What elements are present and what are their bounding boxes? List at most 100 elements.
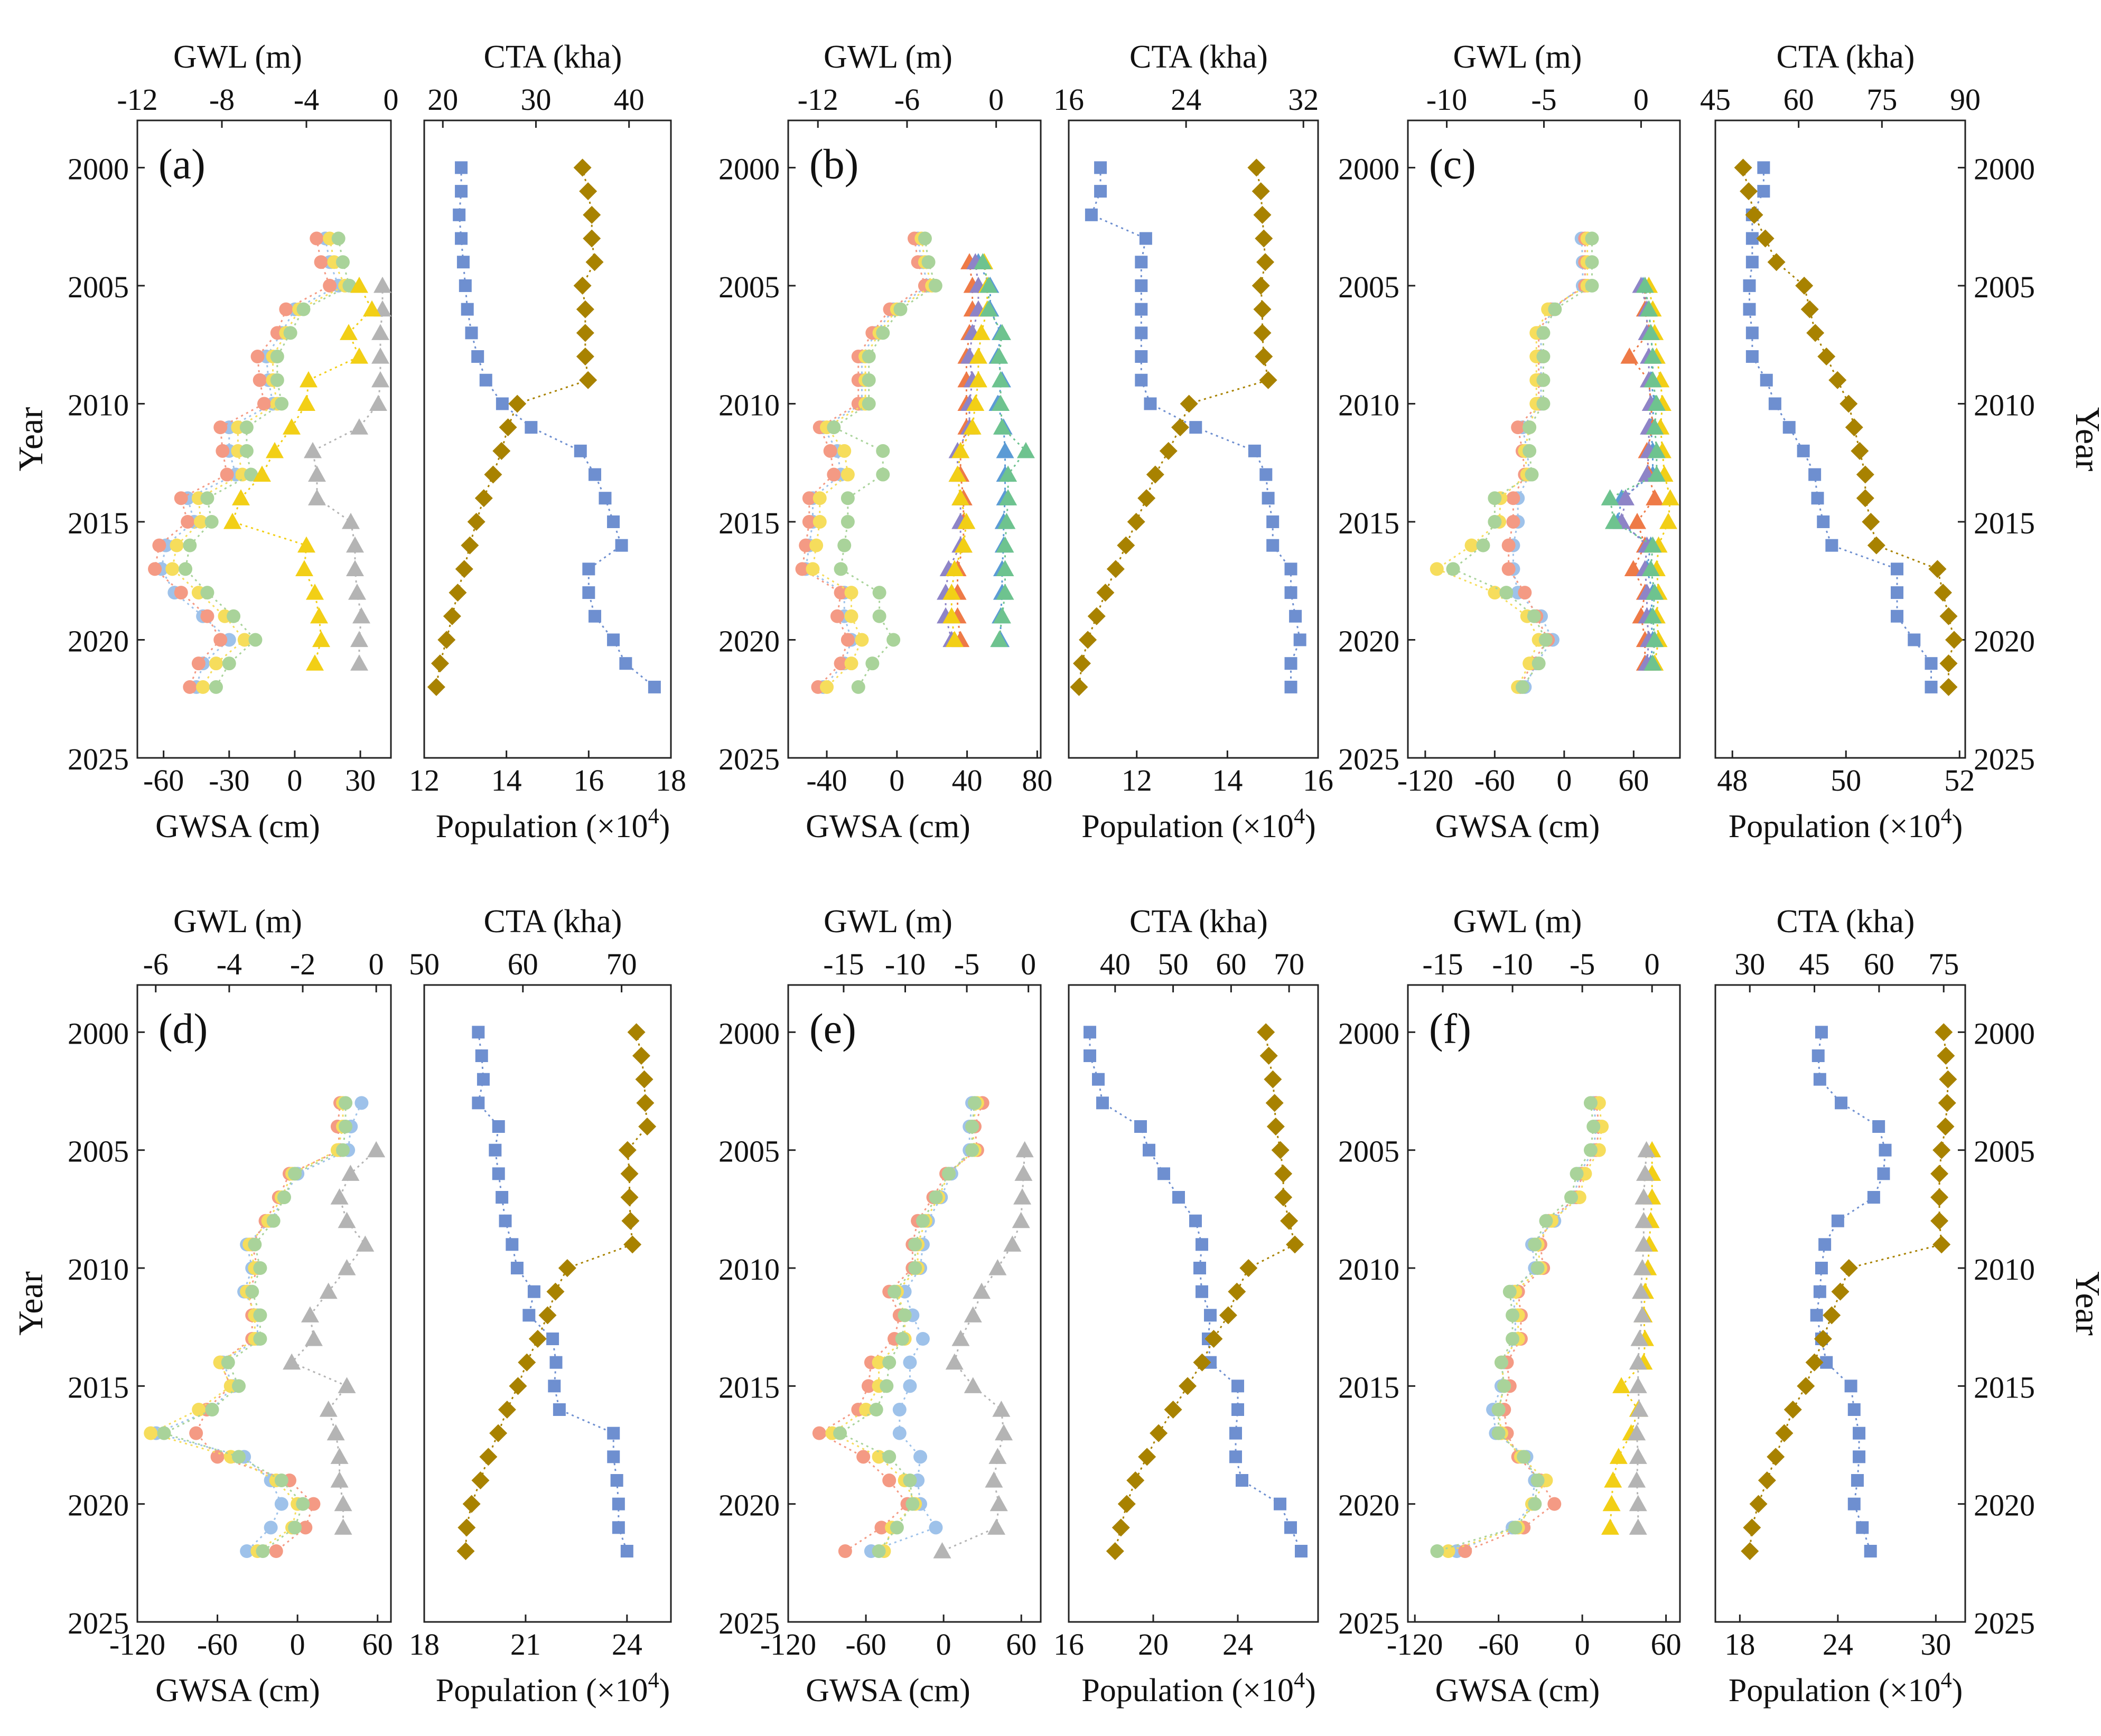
gwl-axis-title: GWL (m) [173, 39, 302, 75]
gwl-point [1641, 560, 1660, 576]
cta-point [479, 1448, 498, 1466]
population-axis-title-text: Population (×10 [1081, 1673, 1294, 1709]
gwsa-tick-label: 30 [345, 763, 376, 797]
gwsa-point [1494, 1355, 1508, 1369]
gwsa-line-blue [160, 238, 340, 688]
gwl-tick-label: 0 [1645, 947, 1660, 981]
cta-point [457, 1518, 476, 1537]
gwsa-point [209, 656, 223, 671]
gwsa-point [1583, 1143, 1598, 1157]
population-point [1818, 1238, 1832, 1251]
gwsa-tick-label: -60 [845, 1627, 886, 1662]
gwsa-point [1583, 1096, 1598, 1110]
gwl-point [295, 560, 313, 576]
population-point [1229, 1427, 1242, 1440]
gwl-line-grey [290, 1149, 377, 1528]
cta-point [1758, 1471, 1776, 1489]
cta-point [1862, 512, 1880, 531]
population-point [1856, 1521, 1869, 1534]
gwsa-point [269, 1544, 283, 1558]
gwsa-axis-title: GWSA (cm) [1435, 1673, 1600, 1709]
year-tick-label: 2025 [1338, 1606, 1399, 1640]
population-point [455, 232, 468, 245]
cta-point [1256, 253, 1275, 271]
gwsa-line-blue [153, 1102, 362, 1552]
cta-point [579, 371, 597, 389]
gwsa-tick-label: -120 [109, 1627, 165, 1662]
gwsa-point [834, 656, 848, 671]
gwsa-tick-label: 60 [1006, 1627, 1037, 1662]
gwl-point [371, 371, 389, 388]
gwl-point [1644, 607, 1662, 624]
year-tick-label: 2010 [718, 388, 780, 422]
gwl-tick-label: -15 [1422, 947, 1463, 981]
right-plot-frame [1714, 119, 1966, 759]
gwsa-point [220, 467, 234, 482]
gwl-point [1629, 1495, 1647, 1512]
gwsa-line-green [838, 1103, 976, 1552]
cta-point [1743, 1518, 1761, 1537]
gwl-point [1636, 276, 1654, 293]
gwsa-point [181, 514, 195, 529]
gwsa-point [339, 1120, 353, 1133]
cta-point [1756, 229, 1775, 248]
gwsa-point [1564, 1190, 1578, 1204]
population-point [1295, 1545, 1308, 1557]
year-tick-label-right: 2005 [1974, 1134, 2035, 1169]
gwl-point [371, 324, 389, 340]
year-tick-label: 2020 [718, 1488, 780, 1523]
gwl-point [1602, 1495, 1621, 1512]
population-line [458, 167, 655, 688]
gwsa-point [144, 1426, 158, 1440]
cta-point [1171, 418, 1190, 437]
cta-point [1934, 584, 1952, 602]
gwl-point [1635, 1188, 1653, 1205]
gwl-point [253, 465, 271, 482]
gwl-point [945, 560, 964, 576]
population-point [1231, 1380, 1244, 1393]
gwsa-point [812, 1426, 826, 1440]
population-point [525, 421, 538, 434]
cta-tick-label: 70 [606, 947, 637, 981]
cta-point [1253, 324, 1272, 342]
gwsa-point [874, 1521, 889, 1535]
population-point [1872, 1120, 1885, 1133]
population-point [1193, 1262, 1206, 1274]
cta-point [1204, 1330, 1223, 1348]
gwsa-point [1538, 633, 1553, 647]
gwsa-point [1506, 1308, 1520, 1322]
gwsa-point [191, 656, 206, 671]
gwl-point [1647, 465, 1666, 482]
gwsa-point [841, 514, 855, 529]
year-tick-label-right: 2015 [1974, 1370, 2035, 1404]
gwsa-point [1501, 562, 1516, 576]
gwsa-tick-label: -60 [143, 763, 184, 797]
gwl-tick-label: 0 [369, 947, 384, 981]
year-tick-label-right: 2000 [1974, 152, 2035, 186]
gwsa-point [1464, 538, 1479, 552]
gwl-point [1632, 1282, 1650, 1299]
population-point [1248, 444, 1261, 457]
gwl-point [992, 395, 1010, 411]
gwsa-point [844, 656, 858, 671]
gwsa-point [827, 467, 841, 482]
gwl-point [1646, 631, 1664, 648]
gwl-point [987, 1518, 1006, 1535]
gwsa-point [148, 562, 162, 576]
gwl-point [999, 489, 1017, 505]
gwsa-point [216, 444, 230, 458]
population-point [1825, 539, 1838, 552]
gwl-point [1601, 489, 1619, 505]
gwl-point [1630, 1330, 1649, 1346]
gwsa-point [192, 1403, 206, 1416]
gwsa-tick-label: 40 [952, 763, 983, 797]
gwsa-tick-label: 0 [936, 1627, 951, 1662]
gwsa-point [288, 1521, 302, 1535]
population-point [1743, 303, 1756, 316]
cta-point [1264, 1070, 1282, 1088]
gwsa-point [1530, 1261, 1545, 1275]
year-tick-label: 2010 [68, 1252, 129, 1287]
cta-point [1745, 205, 1763, 224]
gwl-tick-label: -5 [1570, 947, 1595, 981]
cta-point [499, 418, 517, 437]
